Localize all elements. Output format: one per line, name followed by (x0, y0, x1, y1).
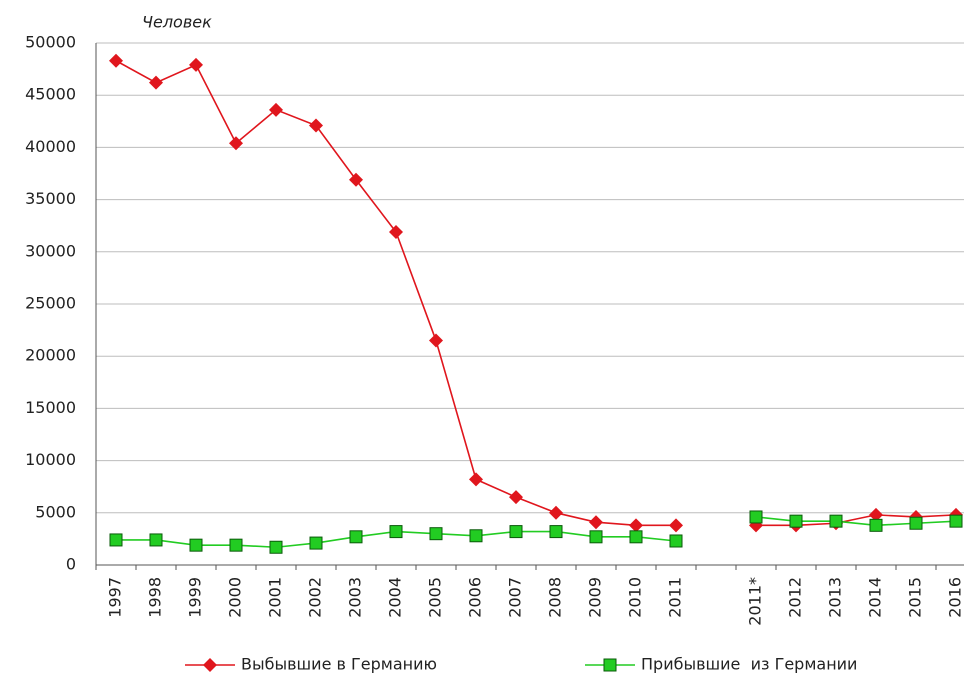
point (309, 118, 323, 133)
series-line (115, 60, 957, 527)
y-tick-label: 25000 (25, 294, 76, 313)
point (629, 530, 643, 544)
point (949, 514, 963, 528)
point (229, 136, 243, 151)
point (549, 505, 563, 520)
point (109, 533, 123, 547)
x-tick-label: 1999 (186, 577, 205, 618)
y-tick-label: 0 (66, 555, 76, 574)
x-tick-label: 2003 (346, 577, 365, 618)
point (869, 518, 883, 532)
x-tick-label: 2004 (386, 577, 405, 618)
point (203, 658, 217, 672)
point (469, 529, 483, 543)
point (229, 538, 243, 552)
x-tick-label: 2013 (826, 577, 845, 618)
y-axis-title: Человек (142, 13, 212, 32)
point (389, 224, 403, 239)
point (309, 536, 323, 550)
point (389, 525, 403, 539)
point (149, 533, 163, 547)
point (509, 525, 523, 539)
point (869, 507, 883, 522)
x-tick-label: 2010 (626, 577, 645, 618)
y-tick-label: 40000 (25, 137, 76, 156)
point (603, 658, 617, 672)
point (789, 514, 803, 528)
point (509, 490, 523, 505)
x-tick-label: 2007 (506, 577, 525, 618)
x-tick-label: 2005 (426, 577, 445, 618)
x-tick-label: 2001 (266, 577, 285, 618)
point (589, 530, 603, 544)
point (269, 540, 283, 554)
x-tick-label: 2012 (786, 577, 805, 618)
point (429, 333, 443, 348)
y-tick-label: 20000 (25, 346, 76, 365)
point (749, 510, 763, 524)
legend-label: Выбывшие в Германию (241, 655, 437, 674)
x-tick-label: 1997 (106, 577, 125, 618)
point (549, 525, 563, 539)
point (189, 57, 203, 72)
x-tick-label: 2009 (586, 577, 605, 618)
x-tick-label: 2011 (666, 577, 685, 618)
x-tick-label: 1998 (146, 577, 165, 618)
x-tick-label: 2011* (746, 577, 765, 626)
x-tick-label: 2015 (906, 577, 925, 618)
point (269, 102, 283, 117)
point (149, 75, 163, 90)
point (469, 472, 483, 487)
point (669, 518, 683, 533)
point (349, 172, 363, 187)
point (189, 538, 203, 552)
x-tick-label: 2016 (946, 577, 964, 618)
y-tick-label: 35000 (25, 189, 76, 208)
x-tick-label: 2000 (226, 577, 245, 618)
point (669, 534, 683, 548)
x-tick-label: 2006 (466, 577, 485, 618)
x-tick-label: 2008 (546, 577, 565, 618)
point (829, 514, 843, 528)
x-tick-label: 2014 (866, 577, 885, 618)
y-tick-label: 45000 (25, 85, 76, 104)
point (909, 516, 923, 530)
point (589, 515, 603, 530)
legend-label: Прибывшие из Германии (641, 655, 857, 674)
y-tick-label: 30000 (25, 241, 76, 260)
point (629, 518, 643, 533)
y-tick-label: 5000 (35, 502, 76, 521)
point (109, 53, 123, 68)
point (429, 527, 443, 541)
y-tick-label: 50000 (25, 33, 76, 52)
x-tick-label: 2002 (306, 577, 325, 618)
y-tick-label: 15000 (25, 398, 76, 417)
point (349, 530, 363, 544)
y-tick-label: 10000 (25, 450, 76, 469)
